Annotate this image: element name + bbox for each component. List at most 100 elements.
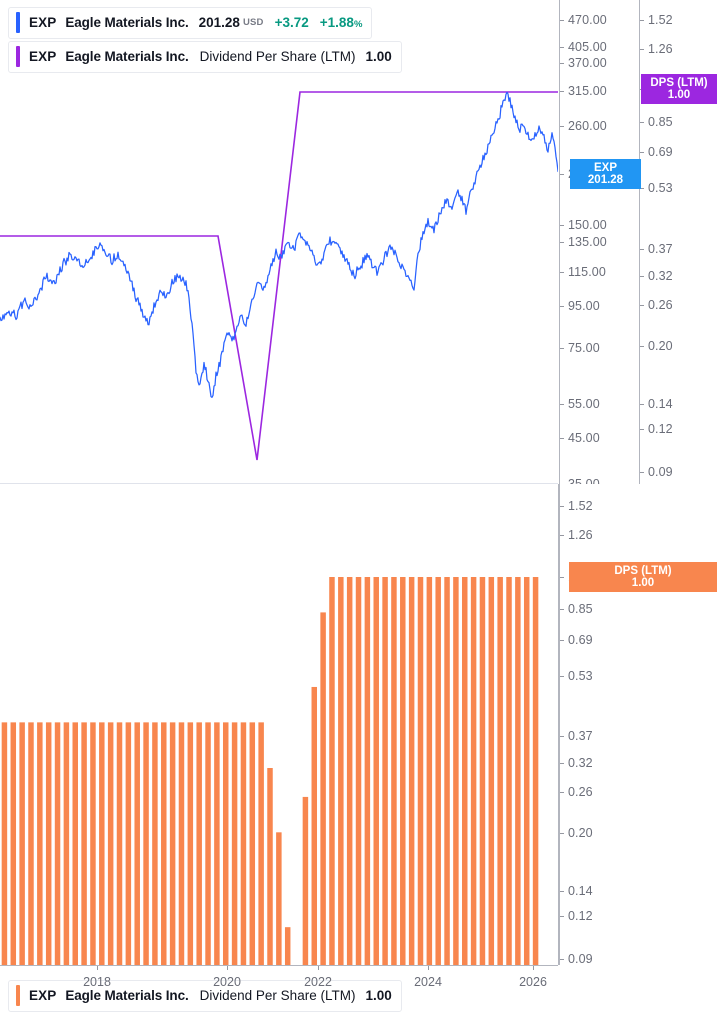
axis-tick bbox=[560, 63, 564, 64]
legend-dps-overlay[interactable]: EXP Eagle Materials Inc. Dividend Per Sh… bbox=[8, 41, 402, 73]
axis-tick-label: 370.00 bbox=[568, 56, 607, 70]
dps-bar bbox=[72, 722, 78, 965]
dps-bar bbox=[479, 577, 486, 965]
axis-tick-label: 115.00 bbox=[568, 265, 606, 279]
axis-tick bbox=[560, 47, 564, 48]
time-axis-tick bbox=[227, 966, 228, 970]
axis-tick-label: 0.20 bbox=[568, 826, 593, 840]
dps-bar bbox=[240, 722, 247, 965]
dps-bar bbox=[497, 577, 503, 965]
axis-tick bbox=[560, 535, 564, 536]
price-plot-area[interactable] bbox=[0, 0, 558, 484]
dps-bar bbox=[532, 577, 539, 965]
axis-tick bbox=[560, 577, 564, 578]
dps-bar bbox=[470, 577, 477, 965]
legend-dps-overlay-ticker: EXP bbox=[29, 49, 57, 64]
axis-tick bbox=[560, 916, 564, 917]
legend-price[interactable]: EXP Eagle Materials Inc. 201.28 USD +3.7… bbox=[8, 7, 373, 39]
dps-bar bbox=[346, 577, 353, 965]
dps-plot-area[interactable] bbox=[0, 484, 558, 965]
dps-axis-top-line bbox=[639, 0, 640, 484]
dps-badge-top[interactable]: DPS (LTM) 1.00 bbox=[641, 74, 717, 104]
dps-badge-bottom-label: DPS (LTM) bbox=[614, 564, 672, 577]
axis-tick bbox=[560, 676, 564, 677]
axis-tick bbox=[560, 225, 564, 226]
dps-bar bbox=[37, 722, 43, 965]
axis-tick-label: 0.09 bbox=[648, 465, 673, 479]
axis-tick-label: 0.85 bbox=[568, 602, 593, 616]
legend-dps-overlay-swatch bbox=[16, 46, 20, 67]
axis-tick-label: 0.12 bbox=[648, 422, 673, 436]
axis-tick-label: 0.26 bbox=[648, 298, 673, 312]
axis-tick-label: 0.20 bbox=[648, 339, 673, 353]
axis-tick bbox=[560, 126, 564, 127]
axis-tick bbox=[560, 174, 564, 175]
axis-tick bbox=[560, 272, 564, 273]
axis-tick bbox=[560, 20, 564, 21]
axis-tick-label: 95.00 bbox=[568, 299, 600, 313]
dps-bar bbox=[161, 722, 167, 965]
time-axis-label: 2020 bbox=[213, 975, 241, 989]
axis-tick bbox=[640, 188, 644, 189]
axis-tick bbox=[640, 20, 644, 21]
axis-tick bbox=[560, 242, 564, 243]
dps-bar bbox=[54, 722, 61, 965]
dps-axis-bottom-line bbox=[559, 484, 560, 965]
axis-tick bbox=[640, 404, 644, 405]
legend-price-change-pct: +1.88% bbox=[319, 15, 363, 30]
price-panel: EXP Eagle Materials Inc. 201.28 USD +3.7… bbox=[0, 0, 717, 491]
dps-bar bbox=[435, 577, 441, 965]
axis-tick-label: 0.32 bbox=[648, 269, 673, 283]
dps-bar bbox=[453, 577, 459, 965]
dps-bar bbox=[267, 768, 273, 965]
axis-tick-label: 260.00 bbox=[568, 119, 607, 133]
price-badge-value: 201.28 bbox=[587, 174, 624, 186]
axis-tick bbox=[640, 305, 644, 306]
time-axis-label: 2026 bbox=[519, 975, 547, 989]
dps-bar bbox=[488, 577, 495, 965]
axis-tick bbox=[640, 152, 644, 153]
axis-tick-label: 0.14 bbox=[648, 397, 673, 411]
axis-tick-label: 0.53 bbox=[648, 181, 673, 195]
axis-tick-label: 405.00 bbox=[568, 40, 607, 54]
legend-price-unit: USD bbox=[242, 17, 264, 28]
dps-bar bbox=[382, 577, 388, 965]
legend-dps-panel-metric: Dividend Per Share (LTM) bbox=[199, 988, 356, 1003]
axis-tick-label: 0.12 bbox=[568, 909, 593, 923]
axis-tick-label: 45.00 bbox=[568, 431, 600, 445]
dps-bar bbox=[355, 577, 362, 965]
axis-tick bbox=[640, 346, 644, 347]
dps-bar bbox=[400, 577, 406, 965]
dps-bar bbox=[523, 577, 530, 965]
axis-tick bbox=[640, 49, 644, 50]
panel-separator bbox=[0, 483, 558, 484]
dps-bar bbox=[1, 722, 8, 965]
axis-tick bbox=[560, 404, 564, 405]
percent-sign: % bbox=[353, 19, 363, 30]
price-badge-ticker: EXP bbox=[593, 161, 617, 174]
axis-tick-label: 0.69 bbox=[648, 145, 673, 159]
dps-bar bbox=[231, 722, 238, 965]
axis-tick bbox=[560, 959, 564, 960]
time-axis[interactable]: 2018 2020 2022 2024 2026 bbox=[0, 965, 558, 1005]
dps-bar bbox=[222, 722, 229, 965]
dps-bar bbox=[276, 832, 282, 965]
dps-bar bbox=[408, 577, 415, 965]
axis-tick bbox=[560, 833, 564, 834]
dps-bar bbox=[515, 577, 521, 965]
dps-overlay-line bbox=[0, 91, 558, 461]
dps-bar bbox=[28, 722, 34, 965]
legend-dps-overlay-metric: Dividend Per Share (LTM) bbox=[199, 49, 356, 64]
dps-bar bbox=[329, 577, 335, 965]
price-badge[interactable]: EXP 201.28 bbox=[570, 159, 641, 189]
dps-bar bbox=[258, 722, 264, 965]
dps-bar bbox=[90, 722, 96, 965]
axis-tick-label: 0.85 bbox=[648, 115, 673, 129]
axis-tick-label: 315.00 bbox=[568, 84, 607, 98]
axis-tick-label: 0.37 bbox=[568, 729, 593, 743]
dps-bar bbox=[107, 722, 114, 965]
dps-badge-bottom[interactable]: DPS (LTM) 1.00 bbox=[569, 562, 717, 592]
axis-tick bbox=[560, 506, 564, 507]
dps-bar bbox=[134, 722, 140, 965]
